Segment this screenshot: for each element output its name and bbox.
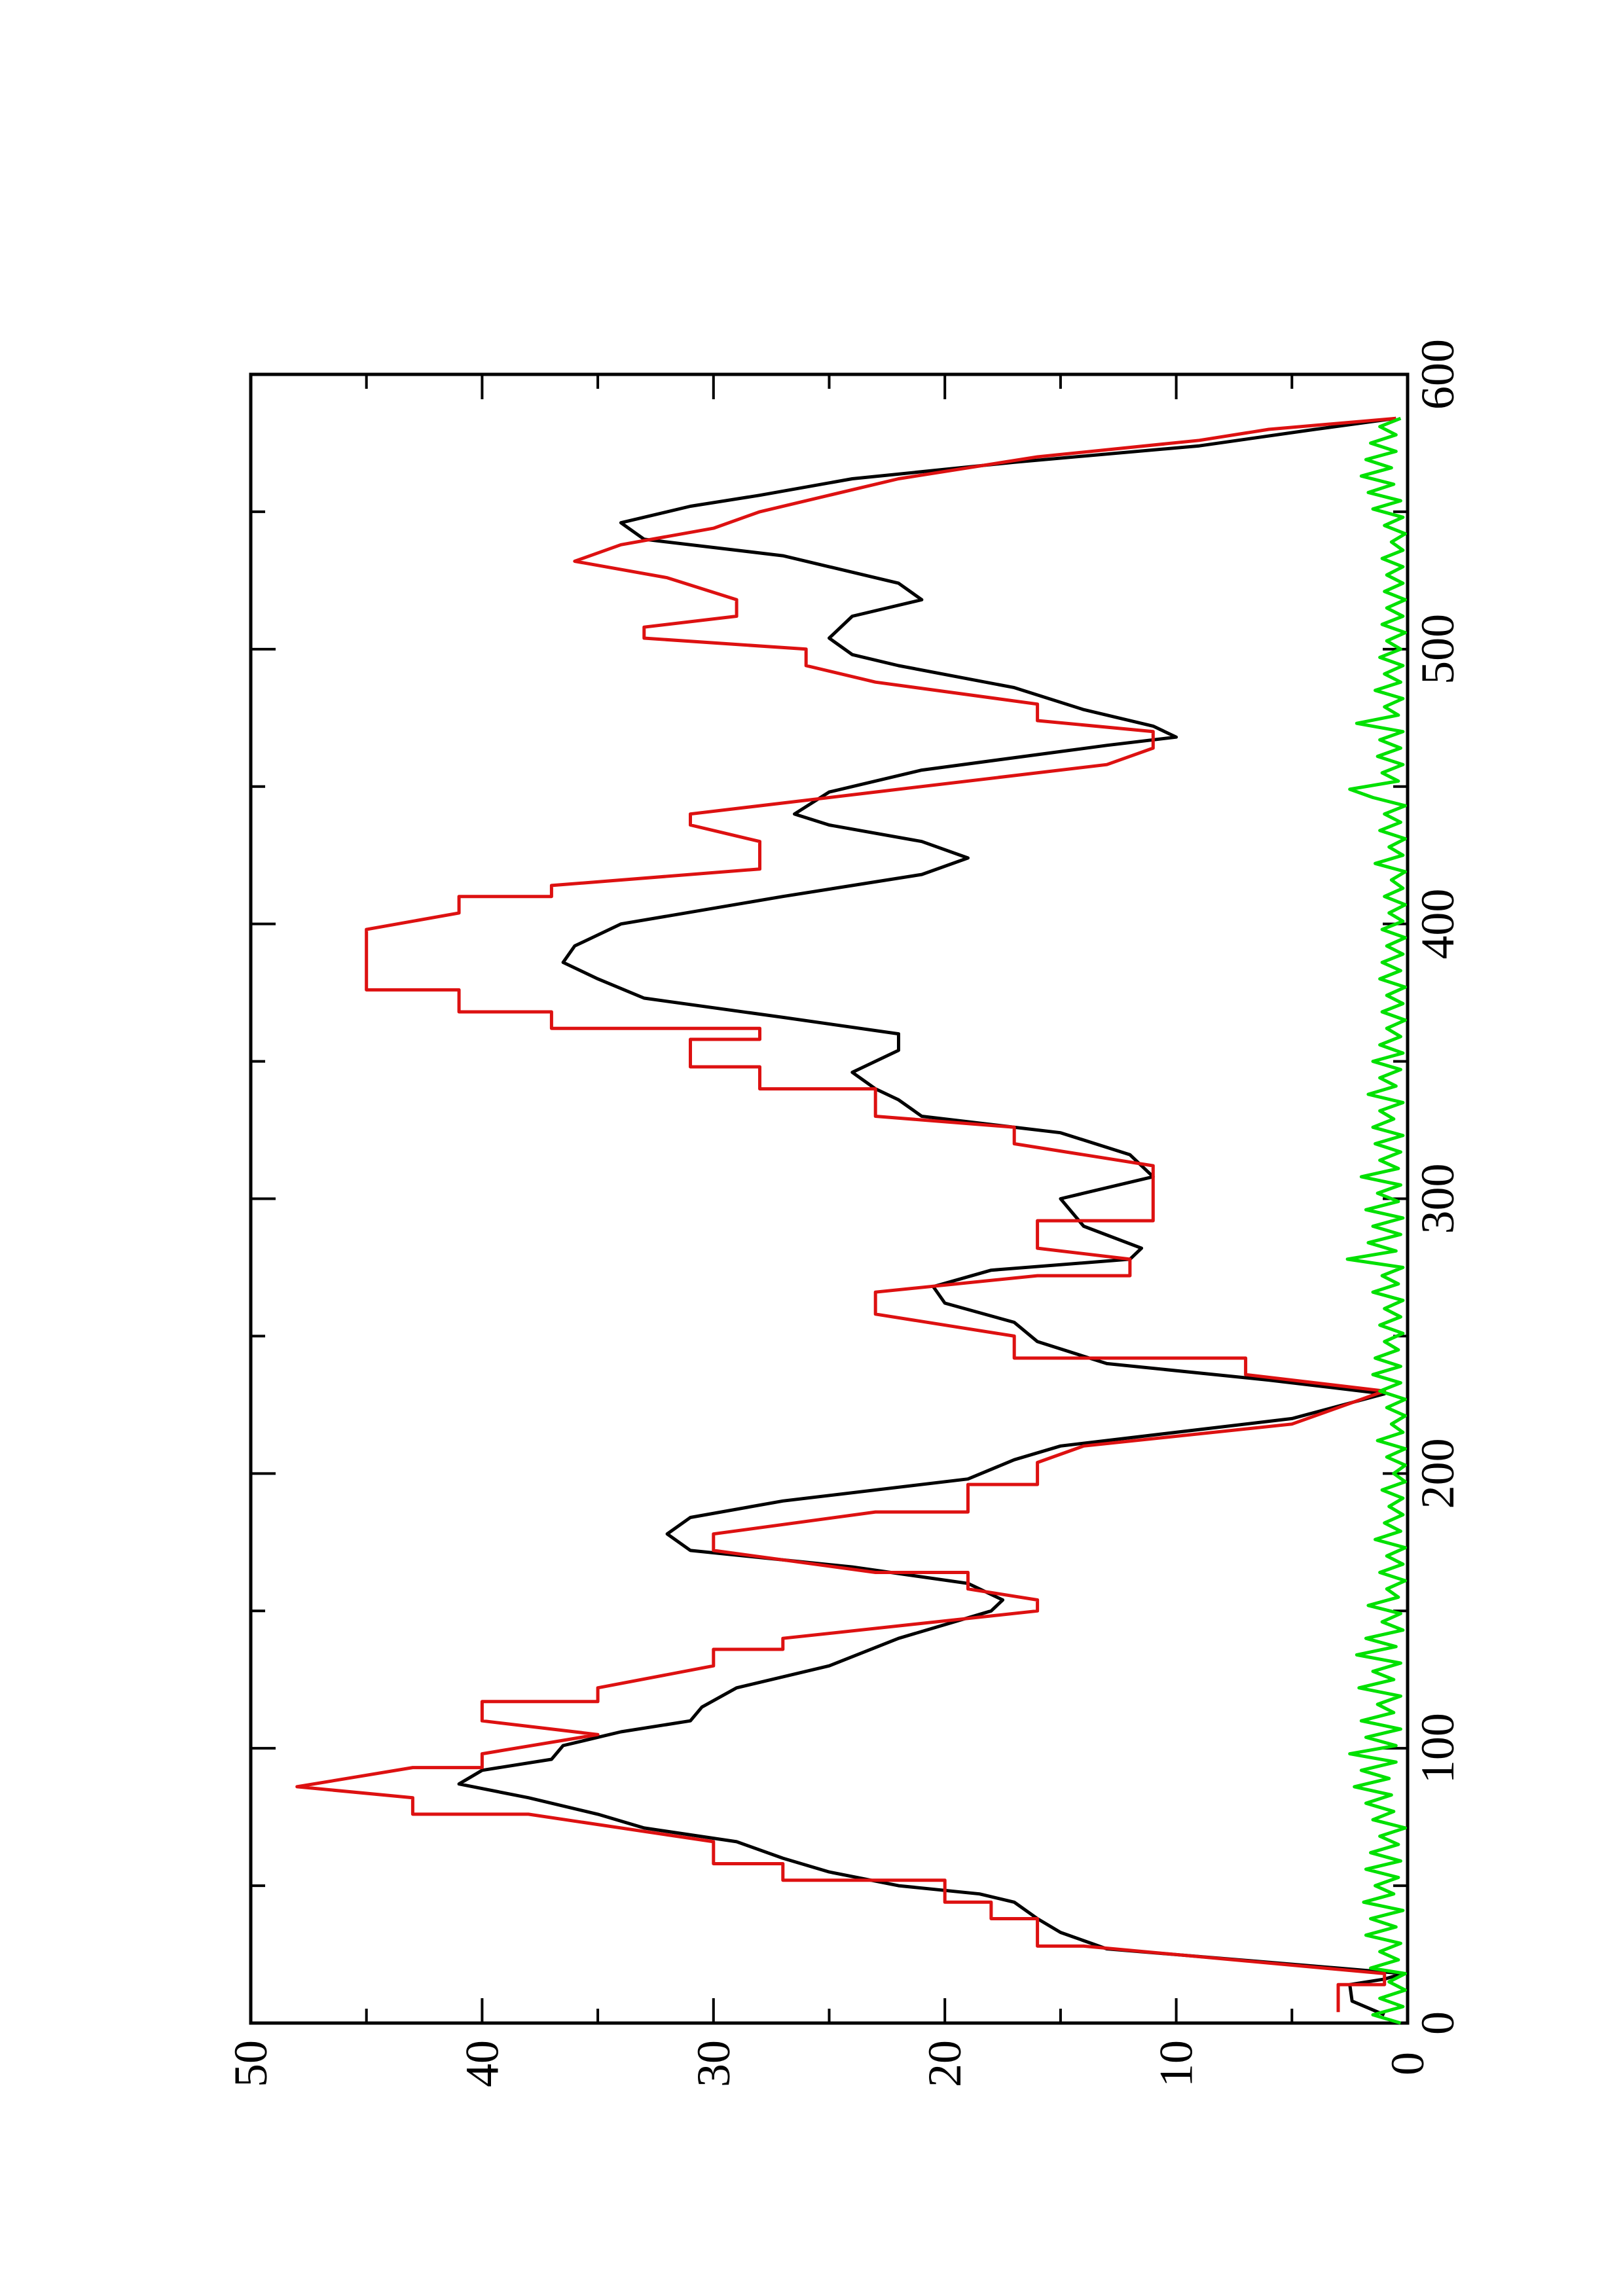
x-axis-tick-labels: 0 100 200 300 400 500 600 xyxy=(1412,339,1464,2035)
x-tick-label: 100 xyxy=(1412,1713,1464,1784)
series-layer xyxy=(295,416,1407,2025)
plot-frame xyxy=(249,372,1410,2025)
x-tick-label: 0 xyxy=(1412,2011,1464,2035)
x-tick-label: 500 xyxy=(1412,614,1464,685)
x-tick-label: 200 xyxy=(1412,1438,1464,1509)
y-tick-label: 30 xyxy=(687,2040,740,2087)
y-tick-label: 50 xyxy=(225,2040,277,2087)
x-tick-label: 600 xyxy=(1412,339,1464,410)
y-axis-tick-labels: 0 10 20 30 40 50 xyxy=(225,2040,1434,2087)
x-tick-label: 300 xyxy=(1412,1164,1464,1234)
y-tick-label: 40 xyxy=(456,2040,508,2087)
axis-ticks xyxy=(249,373,1409,2024)
y-tick-label: 20 xyxy=(919,2040,971,2087)
x-tick-label: 400 xyxy=(1412,889,1464,960)
series-line-0 xyxy=(457,416,1405,2017)
y-tick-label: 0 xyxy=(1381,2052,1434,2075)
y-tick-label: 10 xyxy=(1150,2040,1203,2087)
series-line-1 xyxy=(295,416,1396,2013)
series-line-2 xyxy=(1345,416,1407,2025)
